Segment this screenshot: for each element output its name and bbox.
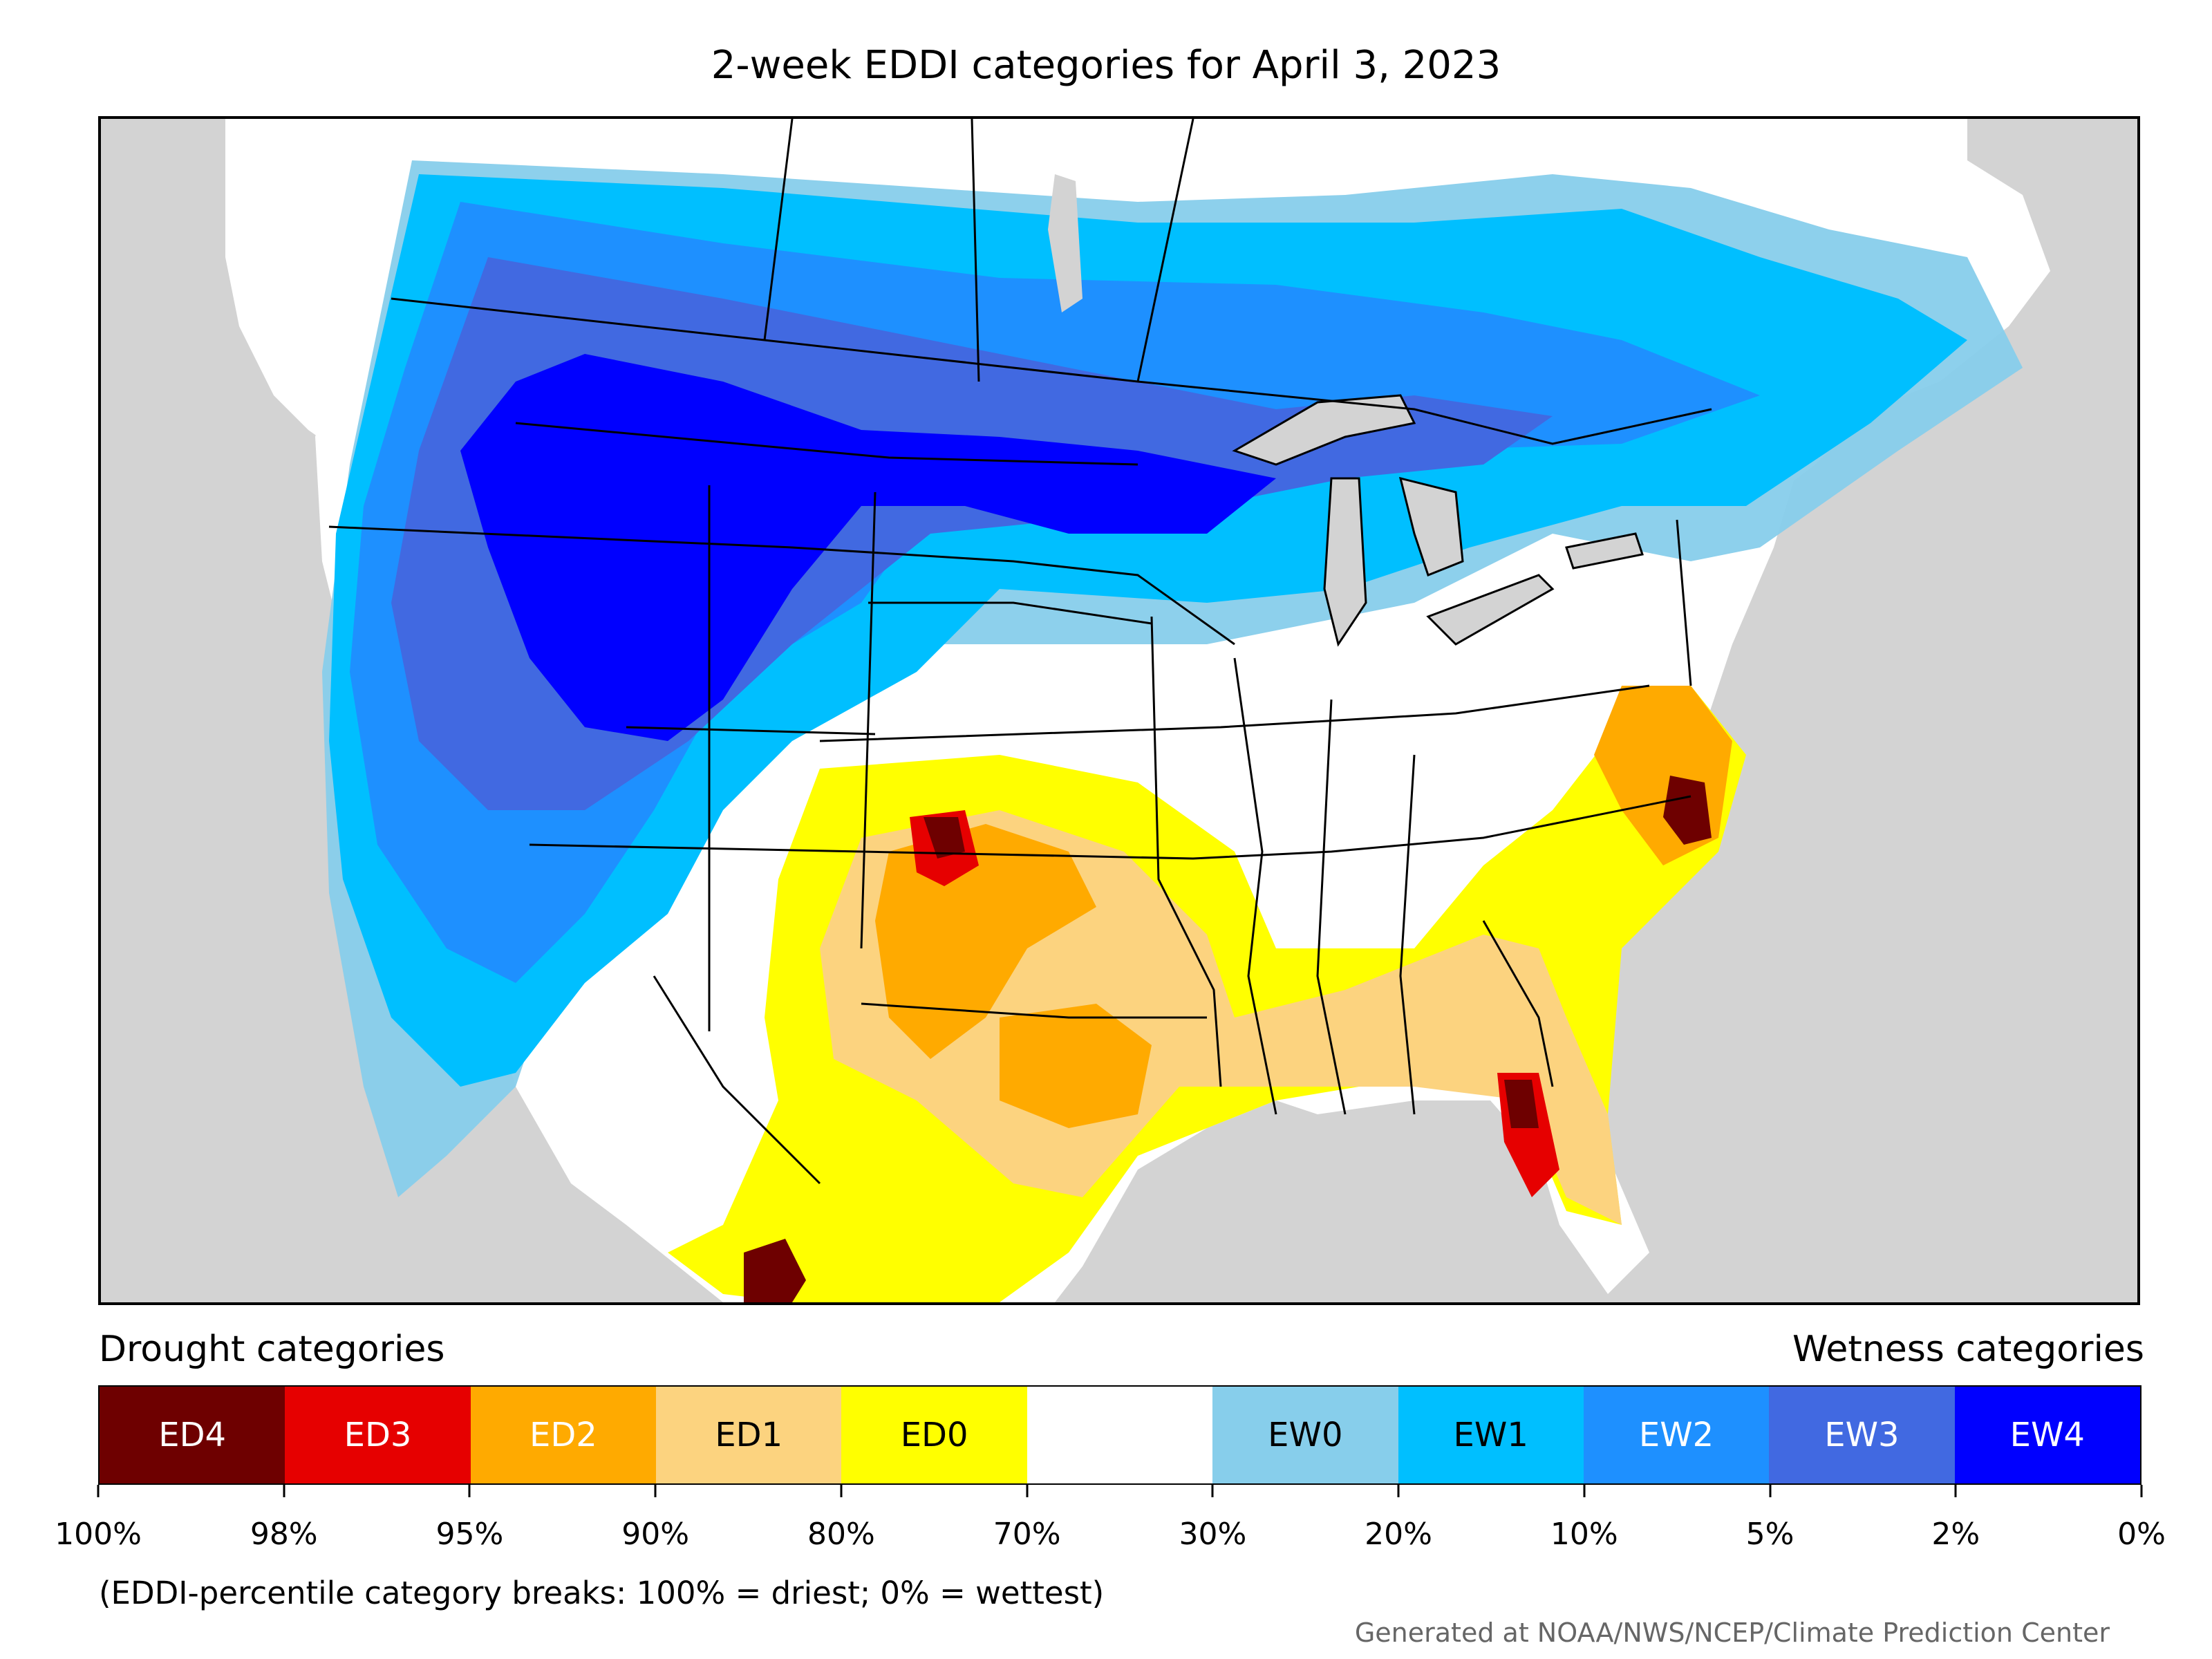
- tick-label: 5%: [1745, 1517, 1794, 1552]
- tick-mark: [1583, 1485, 1586, 1497]
- tick-mark: [1954, 1485, 1957, 1497]
- tick-label: 70%: [993, 1517, 1061, 1552]
- colorbar-cell-neutral: [1027, 1387, 1213, 1483]
- colorbar-cell-ed3: ED3: [285, 1387, 471, 1483]
- colorbar-cell-ew0: EW0: [1212, 1387, 1398, 1483]
- dry-ed4-fl: [1504, 1080, 1539, 1128]
- colorbar-cell-ed2: ED2: [470, 1387, 657, 1483]
- drought-categories-heading: Drought categories: [99, 1329, 445, 1370]
- tick-mark: [654, 1485, 657, 1497]
- colorbar-cell-ew1: EW1: [1398, 1387, 1584, 1483]
- dry-ed2-texas: [1000, 1004, 1152, 1128]
- tick-mark: [468, 1485, 471, 1497]
- map-frame: [98, 116, 2140, 1305]
- lake-huron: [1398, 476, 1464, 577]
- dry-ed2: [875, 824, 1096, 1059]
- lake-winnipeg: [1048, 174, 1082, 312]
- tick-label: 80%: [807, 1517, 875, 1552]
- tick-mark: [1397, 1485, 1400, 1497]
- lake-erie: [1426, 574, 1555, 646]
- lake-ontario: [1565, 532, 1644, 570]
- tick-label: 30%: [1179, 1517, 1247, 1552]
- colorbar-cell-ew2: EW2: [1583, 1387, 1770, 1483]
- tick-mark: [840, 1485, 843, 1497]
- dry-ed4-va: [1663, 776, 1712, 845]
- colorbar-cell-ed1: ED1: [656, 1387, 842, 1483]
- tick-label: 10%: [1550, 1517, 1618, 1552]
- colorbar-cell-ew3: EW3: [1769, 1387, 1955, 1483]
- lake-superior: [1232, 394, 1416, 466]
- tick-label: 90%: [621, 1517, 690, 1552]
- colorbar-cell-ed0: ED0: [841, 1387, 1027, 1483]
- tick-mark: [1769, 1485, 1772, 1497]
- map-title: 2-week EDDI categories for April 3, 2023: [711, 43, 1501, 88]
- dry-ed4-mexico: [744, 1239, 806, 1302]
- tick-label: 100%: [55, 1517, 142, 1552]
- dry-ed4-ok: [924, 817, 965, 859]
- credit-line: Generated at NOAA/NWS/NCEP/Climate Predi…: [1354, 1618, 2110, 1648]
- wetness-categories-heading: Wetness categories: [1792, 1329, 2144, 1370]
- tick-label: 98%: [250, 1517, 318, 1552]
- eddi-map: [101, 119, 2050, 1302]
- tick-label: 95%: [435, 1517, 504, 1552]
- colorbar-cell-ed4: ED4: [100, 1387, 285, 1483]
- tick-mark: [97, 1485, 100, 1497]
- category-breaks-note: (EDDI-percentile category breaks: 100% =…: [99, 1575, 1105, 1611]
- wet-ew4: [460, 354, 1276, 741]
- tick-label: 2%: [1931, 1517, 1980, 1552]
- tick-mark: [1211, 1485, 1214, 1497]
- tick-mark: [283, 1485, 285, 1497]
- tick-label: 0%: [2117, 1517, 2166, 1552]
- colorbar-cell-ew4: EW4: [1954, 1387, 2140, 1483]
- tick-label: 20%: [1365, 1517, 1432, 1552]
- political-boundaries: [328, 119, 1712, 1185]
- colorbar-ticks: 100% 98% 95% 90% 80% 70% 30% 20% 10% 5% 2% 0%: [55, 1485, 2166, 1554]
- tick-mark: [1026, 1485, 1029, 1497]
- tick-mark: [2140, 1485, 2143, 1497]
- category-colorbar: ED4 ED3 ED2 ED1 ED0 EW0 EW1 EW2 EW3 EW4: [98, 1385, 2141, 1485]
- lake-michigan: [1323, 477, 1367, 647]
